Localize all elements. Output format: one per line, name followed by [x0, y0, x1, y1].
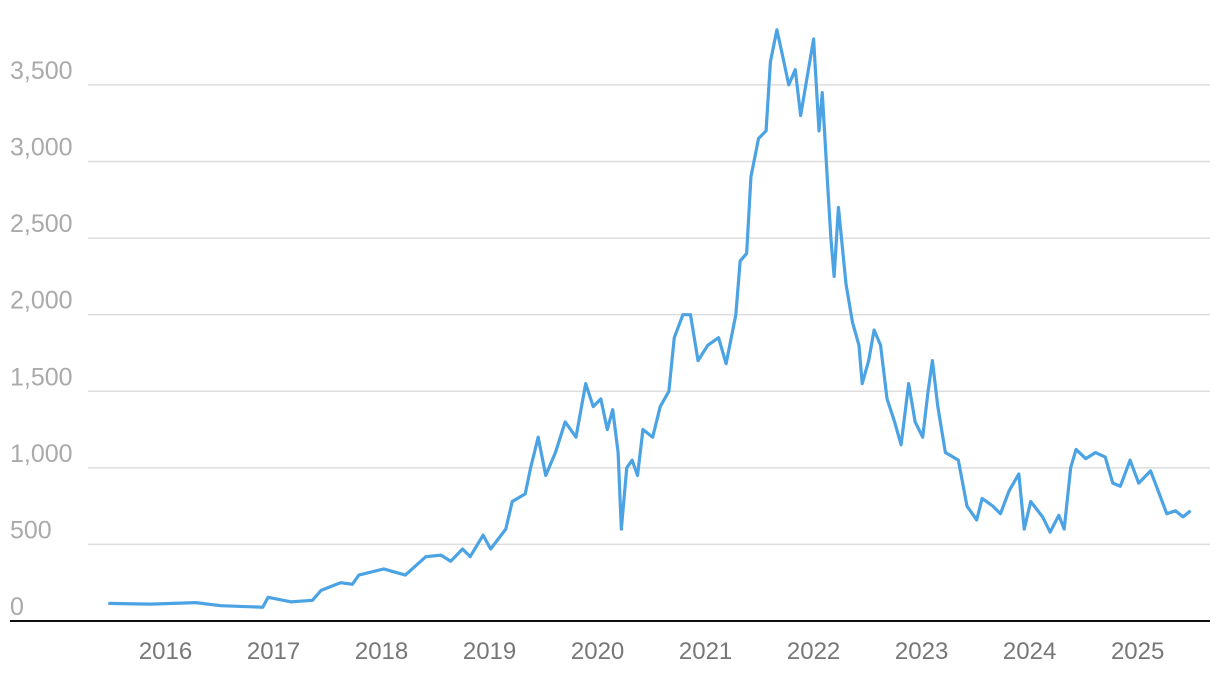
y-tick-label: 2,000 [10, 287, 73, 315]
x-tick-label: 2023 [895, 638, 948, 665]
y-tick-label: 1,000 [10, 440, 73, 468]
x-tick-label: 2017 [247, 638, 300, 665]
x-tick-label: 2020 [571, 638, 624, 665]
x-tick-label: 2025 [1111, 638, 1164, 665]
x-tick-label: 2018 [355, 638, 408, 665]
y-tick-label: 500 [10, 516, 52, 544]
x-tick-label: 2016 [139, 638, 192, 665]
x-tick-label: 2019 [463, 638, 516, 665]
y-tick-label: 3,000 [10, 134, 73, 162]
price-line [108, 28, 1192, 609]
x-tick-label: 2022 [787, 638, 840, 665]
x-tick-label: 2024 [1003, 638, 1056, 665]
y-tick-label: 3,500 [10, 57, 73, 85]
x-tick-label: 2021 [679, 638, 732, 665]
y-tick-label: 1,500 [10, 363, 73, 391]
y-tick-label: 2,500 [10, 210, 73, 238]
y-tick-label: 0 [10, 593, 24, 621]
